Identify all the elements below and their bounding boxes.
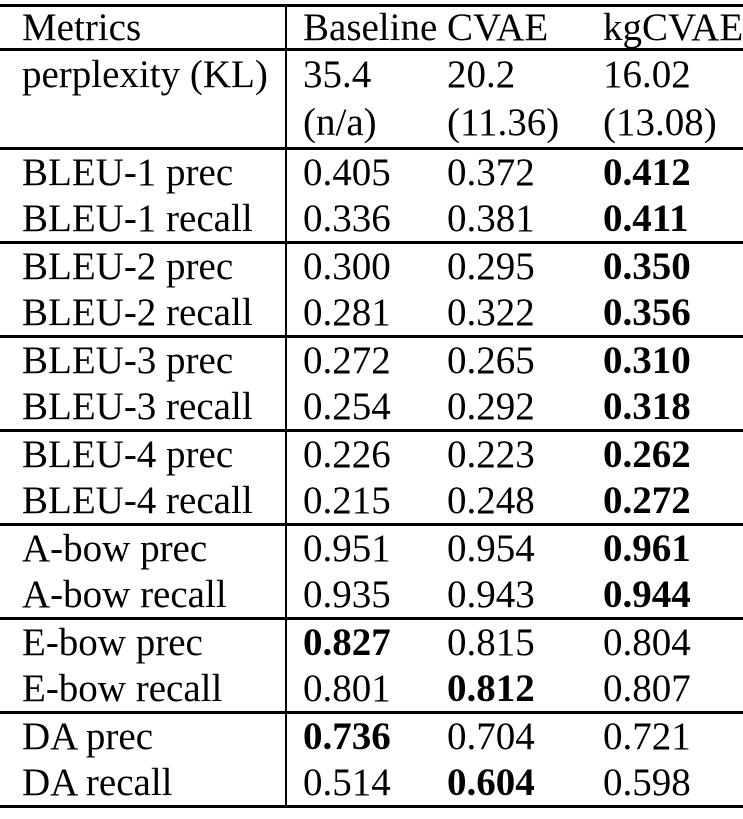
- group-bleu-2: BLEU-2 prec 0.300 0.295 0.350 BLEU-2 rec…: [0, 244, 743, 338]
- value-cell-cvae: 0.295: [447, 245, 535, 288]
- header-col-cvae: CVAE: [447, 6, 549, 49]
- value-cell-kgcvae: 0.961: [603, 527, 691, 570]
- table-row: E-bow prec 0.827 0.815 0.804: [0, 620, 743, 666]
- value-cell-baseline: 0.405: [285, 150, 447, 196]
- group-bleu-3: BLEU-3 prec 0.272 0.265 0.310 BLEU-3 rec…: [0, 338, 743, 432]
- value-cell-kgcvae: 0.944: [603, 572, 691, 616]
- value-cell-cvae: 0.372: [447, 151, 535, 194]
- value-cell-cvae: 0.292: [447, 384, 535, 428]
- table-header-row: Metrics Baseline CVAE kgCVAE: [0, 7, 743, 48]
- value-cell-baseline: 0.300: [285, 244, 447, 290]
- value-cell-cvae: (11.36): [447, 101, 560, 144]
- value-cell-cvae: 0.248: [447, 478, 535, 522]
- value-cell-baseline: 0.215: [285, 477, 447, 523]
- group-da: DA prec 0.736 0.704 0.721 DA recall 0.51…: [0, 714, 743, 808]
- value-cell-kgcvae: 0.356: [603, 290, 691, 334]
- value-cell-kgcvae: 0.318: [603, 384, 691, 428]
- value-cell-cvae: 0.815: [447, 621, 535, 664]
- value-cell-cvae: 0.322: [447, 290, 535, 334]
- table-row: DA prec 0.736 0.704 0.721: [0, 714, 743, 760]
- value-cell-kgcvae: 0.804: [603, 621, 691, 664]
- table-row: A-bow prec 0.951 0.954 0.961: [0, 526, 743, 572]
- value-cell-baseline: (n/a): [285, 99, 447, 147]
- header-col-baseline: Baseline: [285, 7, 447, 48]
- value-cell-cvae: 0.223: [447, 433, 535, 476]
- value-cell-cvae: 0.265: [447, 339, 535, 382]
- value-cell-kgcvae: 16.02: [603, 53, 691, 96]
- metric-label: BLEU-3 recall: [22, 384, 253, 428]
- metric-label: perplexity (KL): [22, 53, 268, 96]
- group-bleu-1: BLEU-1 prec 0.405 0.372 0.412 BLEU-1 rec…: [0, 150, 743, 244]
- group-perplexity: perplexity (KL) 35.4 20.2 16.02 (n/a) (1…: [0, 51, 743, 150]
- value-cell-baseline: 0.801: [285, 665, 447, 711]
- group-a-bow: A-bow prec 0.951 0.954 0.961 A-bow recal…: [0, 526, 743, 620]
- group-e-bow: E-bow prec 0.827 0.815 0.804 E-bow recal…: [0, 620, 743, 714]
- metric-label: BLEU-4 recall: [22, 478, 253, 522]
- table-row: BLEU-4 recall 0.215 0.248 0.272: [0, 477, 743, 523]
- value-cell-kgcvae: 0.411: [603, 196, 689, 240]
- value-cell-kgcvae: 0.350: [603, 245, 691, 288]
- value-cell-kgcvae: 0.598: [603, 760, 691, 804]
- table-row: E-bow recall 0.801 0.812 0.807: [0, 665, 743, 711]
- metric-label: BLEU-2 recall: [22, 290, 253, 334]
- metric-label: A-bow recall: [22, 572, 227, 616]
- value-cell-kgcvae: 0.721: [603, 715, 691, 758]
- value-cell-cvae: 0.812: [447, 666, 535, 710]
- table-row: perplexity (KL) 35.4 20.2 16.02: [0, 51, 743, 99]
- header-metrics-label: Metrics: [22, 6, 142, 49]
- value-cell-baseline: 0.935: [285, 571, 447, 617]
- metric-label: [0, 99, 285, 147]
- value-cell-baseline: 0.951: [285, 526, 447, 572]
- metric-label: BLEU-1 prec: [22, 151, 234, 194]
- value-cell-baseline: 0.281: [285, 289, 447, 335]
- value-cell-baseline: 0.736: [285, 714, 447, 760]
- table-row: BLEU-2 prec 0.300 0.295 0.350: [0, 244, 743, 290]
- metric-label: DA prec: [22, 715, 154, 758]
- value-cell-baseline: 0.226: [285, 432, 447, 478]
- value-cell-cvae: 0.381: [447, 196, 535, 240]
- metric-label: E-bow recall: [22, 666, 223, 710]
- metric-label: E-bow prec: [22, 621, 203, 664]
- value-cell-baseline: 35.4: [285, 51, 447, 99]
- metric-label: A-bow prec: [22, 527, 208, 570]
- metric-label: BLEU-4 prec: [22, 433, 234, 476]
- value-cell-baseline: 0.272: [285, 338, 447, 384]
- metric-label: BLEU-3 prec: [22, 339, 234, 382]
- value-cell-cvae: 0.704: [447, 715, 535, 758]
- value-cell-kgcvae: 0.807: [603, 666, 691, 710]
- metric-label: BLEU-1 recall: [22, 196, 253, 240]
- metric-label: DA recall: [22, 760, 173, 804]
- value-cell-kgcvae: 0.310: [603, 339, 691, 382]
- value-cell-kgcvae: 0.262: [603, 433, 691, 476]
- table-row: BLEU-4 prec 0.226 0.223 0.262: [0, 432, 743, 478]
- metric-label: BLEU-2 prec: [22, 245, 234, 288]
- table-row: DA recall 0.514 0.604 0.598: [0, 759, 743, 805]
- value-cell-baseline: 0.254: [285, 383, 447, 429]
- group-bleu-4: BLEU-4 prec 0.226 0.223 0.262 BLEU-4 rec…: [0, 432, 743, 526]
- value-cell-kgcvae: 0.412: [603, 151, 691, 194]
- value-cell-cvae: 20.2: [447, 53, 516, 96]
- value-cell-cvae: 0.604: [447, 760, 535, 804]
- value-cell-baseline: 0.336: [285, 195, 447, 241]
- value-cell-baseline: 0.827: [285, 620, 447, 666]
- table-header: Metrics Baseline CVAE kgCVAE: [0, 7, 743, 51]
- value-cell-cvae: 0.943: [447, 572, 535, 616]
- table-row: BLEU-2 recall 0.281 0.322 0.356: [0, 289, 743, 335]
- value-cell-kgcvae: 0.272: [603, 478, 691, 522]
- table-row: (n/a) (11.36) (13.08): [0, 99, 743, 147]
- table-row: BLEU-1 recall 0.336 0.381 0.411: [0, 195, 743, 241]
- table-row: BLEU-1 prec 0.405 0.372 0.412: [0, 150, 743, 196]
- metrics-table: Metrics Baseline CVAE kgCVAE perplexity …: [0, 4, 743, 808]
- table-row: A-bow recall 0.935 0.943 0.944: [0, 571, 743, 617]
- table-row: BLEU-3 recall 0.254 0.292 0.318: [0, 383, 743, 429]
- header-col-kgcvae: kgCVAE: [603, 6, 743, 49]
- value-cell-cvae: 0.954: [447, 527, 535, 570]
- value-cell-baseline: 0.514: [285, 759, 447, 805]
- table-row: BLEU-3 prec 0.272 0.265 0.310: [0, 338, 743, 384]
- value-cell-kgcvae: (13.08): [603, 101, 717, 144]
